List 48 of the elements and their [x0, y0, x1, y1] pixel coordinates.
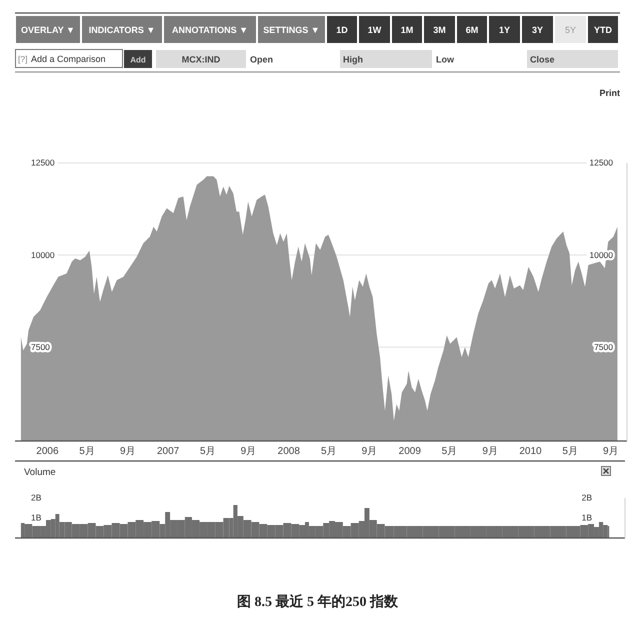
y2-tick-label: 1B	[582, 512, 592, 523]
x-tick-label: 2008	[278, 446, 300, 458]
dropdown-button: ANNOTATIONS ▼	[164, 16, 256, 43]
x-tick-label: 9月	[603, 446, 619, 458]
y-tick-label: 1B	[31, 512, 42, 523]
header-cell: High	[340, 50, 432, 68]
x-tick-label: 9月	[240, 446, 256, 458]
y2-tick-label: 7500	[594, 342, 614, 352]
text: Open	[250, 54, 274, 64]
x-tick-label: 9月	[362, 446, 378, 458]
chart-title: Volume	[24, 467, 56, 478]
range-button: 1D	[327, 16, 357, 43]
text: Low	[436, 54, 455, 64]
x-tick-label: 5月	[200, 446, 216, 458]
y2-tick-label: 12500	[589, 158, 614, 168]
dropdown-button: OVERLAY ▼	[16, 16, 80, 43]
y-tick-label: 7500	[31, 342, 50, 352]
add-button: Add	[124, 50, 152, 68]
range-button: YTD	[588, 16, 618, 43]
range-button: 3M	[424, 16, 455, 43]
y-tick-label: 12500	[31, 158, 55, 168]
y2-tick-label: 10000	[589, 250, 614, 260]
y-tick-label: 2B	[31, 492, 42, 503]
x-tick-label: 9月	[120, 446, 136, 458]
x-tick-label: 2010	[519, 446, 542, 458]
caption: 图 8.5 最近 5 年的250 指数	[237, 593, 399, 610]
y-tick-label: 10000	[31, 250, 55, 260]
y2-tick-label: 2B	[582, 492, 592, 503]
range-button: 1Y	[489, 16, 520, 43]
x-tick-label: 5月	[442, 446, 458, 458]
x-tick-label: 5月	[320, 446, 337, 458]
x-tick-label: 2006	[36, 446, 59, 458]
dropdown-button: INDICATORS ▼	[82, 16, 162, 43]
x-tick-label: 5月	[79, 446, 95, 458]
x-tick-label: 2007	[156, 446, 180, 458]
range-button: 3Y	[522, 16, 553, 43]
text: Print	[599, 88, 620, 98]
range-button: 1W	[359, 16, 390, 43]
x-tick-label: 9月	[482, 446, 498, 458]
dropdown-button: SETTINGS ▼	[258, 16, 325, 43]
range-button: 6M	[457, 16, 487, 43]
input-field: [?] Add a Comparison	[15, 49, 123, 68]
header-cell: Close	[527, 50, 618, 68]
header-cell: MCX:IND	[156, 50, 246, 68]
range-button: 5Y	[555, 16, 586, 43]
range-button: 1M	[392, 16, 422, 43]
x-tick-label: 5月	[562, 446, 578, 458]
x-tick-label: 2009	[398, 446, 422, 458]
